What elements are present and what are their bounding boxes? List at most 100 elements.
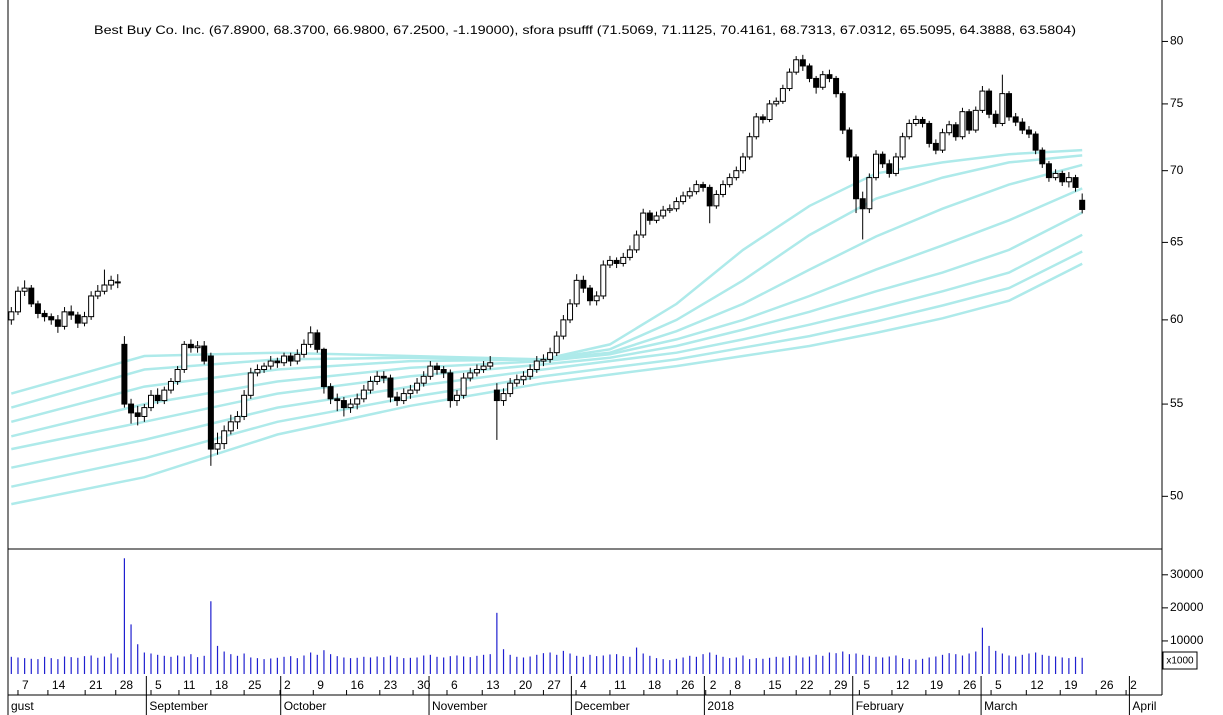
chart-title: Best Buy Co. Inc. (67.8900, 68.3700, 66.… (94, 23, 1076, 37)
candle-body (467, 372, 474, 379)
month-label: April (1132, 699, 1156, 713)
candle-body (886, 163, 893, 174)
candle-body (1006, 93, 1013, 118)
candle-body (806, 65, 813, 79)
overlay-line (10, 163, 1083, 424)
candle-body (892, 156, 899, 174)
candle-body (640, 212, 647, 236)
x-tick-label: 30 (417, 678, 431, 692)
candle-body (207, 355, 214, 450)
candle-body (513, 379, 520, 384)
candle-body (819, 74, 826, 88)
x-tick-label: 26 (681, 678, 695, 692)
x-tick-label: 18 (648, 678, 662, 692)
candle-body (646, 212, 653, 221)
candle-body (879, 153, 886, 165)
candle-body (606, 259, 613, 266)
overlay-line (11, 262, 1083, 506)
candle-body (846, 129, 853, 158)
candle-body (1025, 129, 1032, 135)
candle-body (74, 314, 81, 324)
candle-body (899, 136, 906, 158)
candle-body (407, 389, 414, 395)
candle-body (21, 287, 28, 292)
x-tick-label: 12 (1030, 678, 1044, 692)
candle-body (560, 319, 567, 337)
candle-body (653, 215, 660, 221)
candle-body (94, 290, 101, 297)
candle-body (320, 348, 327, 388)
candle-body (174, 369, 181, 382)
candle-body (354, 398, 361, 405)
candle-body (148, 394, 155, 409)
candle-body (1032, 133, 1039, 151)
candle-body (706, 186, 713, 207)
candle-body (374, 375, 381, 382)
candle-body (194, 345, 201, 349)
candle-body (972, 109, 979, 131)
candle-body (247, 372, 254, 396)
candle-body (201, 345, 208, 362)
candle-body (813, 77, 820, 88)
candle-body (134, 412, 141, 417)
x-tick-label: 2 (710, 678, 717, 692)
candle-body (673, 201, 680, 210)
x-tick-label: 15 (768, 678, 782, 692)
x-tick-label: 11 (183, 678, 196, 692)
candle-body (553, 335, 560, 354)
volume-unit: x1000 (1166, 656, 1194, 667)
candle-body (626, 249, 633, 258)
x-tick-label: 23 (384, 678, 398, 692)
candle-body (753, 116, 760, 138)
candle-body (693, 184, 700, 193)
candle-body (28, 287, 35, 305)
candle-body (986, 90, 993, 115)
candle-body (952, 124, 959, 138)
candle-body (88, 295, 95, 318)
candle-body (733, 170, 740, 179)
candle-body (14, 290, 21, 313)
x-tick-label: 11 (614, 678, 627, 692)
candle-body (68, 311, 75, 316)
candle-body (1059, 172, 1066, 183)
x-tick-label: 9 (317, 678, 324, 692)
y-tick-label: 70 (1170, 163, 1184, 177)
candle-body (440, 369, 447, 374)
month-label: March (984, 699, 1017, 713)
month-label: September (149, 699, 208, 713)
candle-body (234, 415, 241, 423)
month-label: December (574, 699, 629, 713)
candle-body (54, 319, 61, 327)
month-label: November (432, 699, 487, 713)
overlay-line (10, 148, 1083, 395)
candle-body (919, 119, 926, 124)
candle-body (620, 256, 627, 264)
candle-body (473, 369, 480, 374)
candle-body (8, 311, 15, 321)
candle-body (859, 198, 866, 210)
y-tick-label: 80 (1170, 34, 1184, 48)
x-tick-label: 13 (486, 678, 500, 692)
candle-body (414, 382, 421, 391)
candle-body (48, 316, 55, 321)
candle-body (187, 343, 194, 349)
candle-body (367, 380, 374, 391)
x-tick-label: 8 (734, 678, 741, 692)
candle-body (101, 284, 108, 292)
candle-body (81, 316, 88, 324)
candle-body (853, 156, 860, 200)
candle-body (427, 365, 434, 377)
candle-body (167, 380, 174, 391)
candle-body (786, 71, 793, 90)
candle-body (633, 234, 640, 251)
y-tick-label: 60 (1170, 312, 1184, 326)
candle-body (779, 88, 786, 102)
candle-body (387, 377, 394, 398)
x-tick-label: 6 (451, 678, 458, 692)
month-label: February (856, 699, 904, 713)
x-tick-label: 16 (351, 678, 365, 692)
x-tick-label: 28 (120, 678, 134, 692)
candle-body (327, 386, 334, 400)
candle-body (1065, 177, 1072, 183)
